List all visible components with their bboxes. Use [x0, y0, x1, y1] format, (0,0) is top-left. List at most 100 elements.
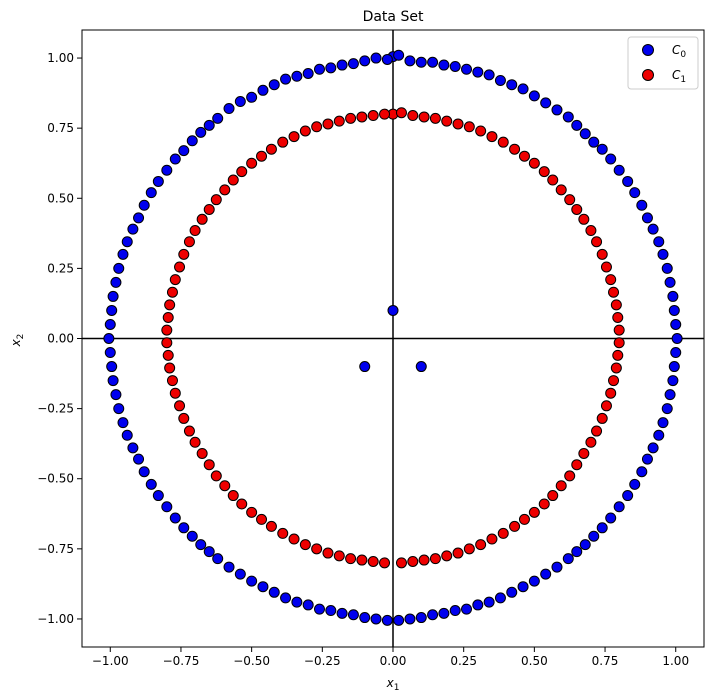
data-point [629, 478, 641, 490]
data-point [133, 453, 145, 465]
data-point [121, 236, 133, 248]
data-point [538, 498, 550, 510]
x-tick-label: 0.25 [450, 654, 477, 668]
data-point [333, 550, 345, 562]
data-point [311, 121, 323, 133]
data-point [404, 55, 416, 67]
data-point [664, 276, 676, 288]
data-point [203, 119, 215, 131]
data-point [555, 480, 567, 492]
data-point [605, 512, 617, 524]
data-point [605, 387, 617, 399]
data-point [379, 108, 391, 120]
data-point [657, 248, 669, 260]
data-point [494, 592, 506, 604]
x-tick-label: 0.75 [592, 654, 619, 668]
data-point [107, 290, 119, 302]
data-point [653, 236, 665, 248]
data-point [227, 490, 239, 502]
data-point [186, 530, 198, 542]
legend-marker-c0 [642, 44, 654, 56]
data-point [379, 557, 391, 569]
data-point [657, 417, 669, 429]
data-point [117, 248, 129, 260]
data-point [608, 286, 620, 298]
data-point [517, 83, 529, 95]
data-point [461, 63, 473, 75]
data-point [591, 236, 603, 248]
data-point [578, 447, 590, 459]
data-point [161, 164, 173, 176]
data-point [367, 555, 379, 567]
data-point [189, 436, 201, 448]
data-point [203, 546, 215, 558]
data-point [461, 603, 473, 615]
data-point [113, 403, 125, 415]
data-point [653, 429, 665, 441]
data-point [613, 501, 625, 513]
x-tick-label: 0.50 [521, 654, 548, 668]
x-tick-label: 0.00 [380, 654, 407, 668]
data-point [438, 607, 450, 619]
data-point [106, 361, 118, 373]
data-point [588, 530, 600, 542]
data-point [668, 304, 680, 316]
data-point [622, 175, 634, 187]
data-point [203, 203, 215, 215]
data-point [518, 150, 530, 162]
data-point [452, 118, 464, 130]
data-point [325, 605, 337, 617]
data-point [196, 213, 208, 225]
data-point [540, 568, 552, 580]
data-point [356, 111, 368, 123]
data-point [178, 248, 190, 260]
data-point [438, 59, 450, 71]
data-point [277, 527, 289, 539]
data-point [528, 157, 540, 169]
y-tick-label: −0.25 [37, 402, 74, 416]
data-point [265, 143, 277, 155]
data-point [117, 417, 129, 429]
data-point [212, 112, 224, 124]
data-point [562, 553, 574, 565]
data-point [564, 194, 576, 206]
data-point [291, 596, 303, 608]
data-point [605, 274, 617, 286]
data-point [610, 299, 622, 311]
data-point [449, 60, 461, 72]
data-point [670, 347, 682, 359]
data-point [381, 614, 393, 626]
data-point [127, 442, 139, 454]
data-point [596, 248, 608, 260]
data-point [494, 74, 506, 86]
data-point [110, 389, 122, 401]
data-point [336, 607, 348, 619]
data-point [671, 333, 683, 344]
data-point [528, 506, 540, 518]
y-tick-label: 0.00 [47, 332, 74, 346]
data-point [418, 554, 430, 566]
data-point [370, 613, 382, 625]
data-point [585, 225, 597, 237]
data-point [415, 56, 427, 68]
data-point [138, 199, 150, 211]
data-point [579, 128, 591, 140]
y-axis-ticks: −1.00 −0.75 −0.50 −0.25 0.00 0.25 0.50 0.75 1.00 [37, 51, 82, 626]
data-point [359, 612, 371, 624]
data-point [608, 375, 620, 387]
data-point [636, 199, 648, 211]
data-point [600, 400, 612, 412]
data-point [506, 79, 518, 91]
data-point [591, 425, 603, 437]
data-point [661, 262, 673, 274]
series-c0 [103, 49, 683, 626]
data-point [588, 136, 600, 148]
y-tick-label: −0.50 [37, 472, 74, 486]
y-tick-label: 1.00 [47, 51, 74, 65]
data-point [104, 347, 116, 359]
data-point [280, 592, 292, 604]
y-axis-label: x2 [9, 334, 26, 348]
data-point [219, 184, 231, 196]
data-point [475, 125, 487, 137]
